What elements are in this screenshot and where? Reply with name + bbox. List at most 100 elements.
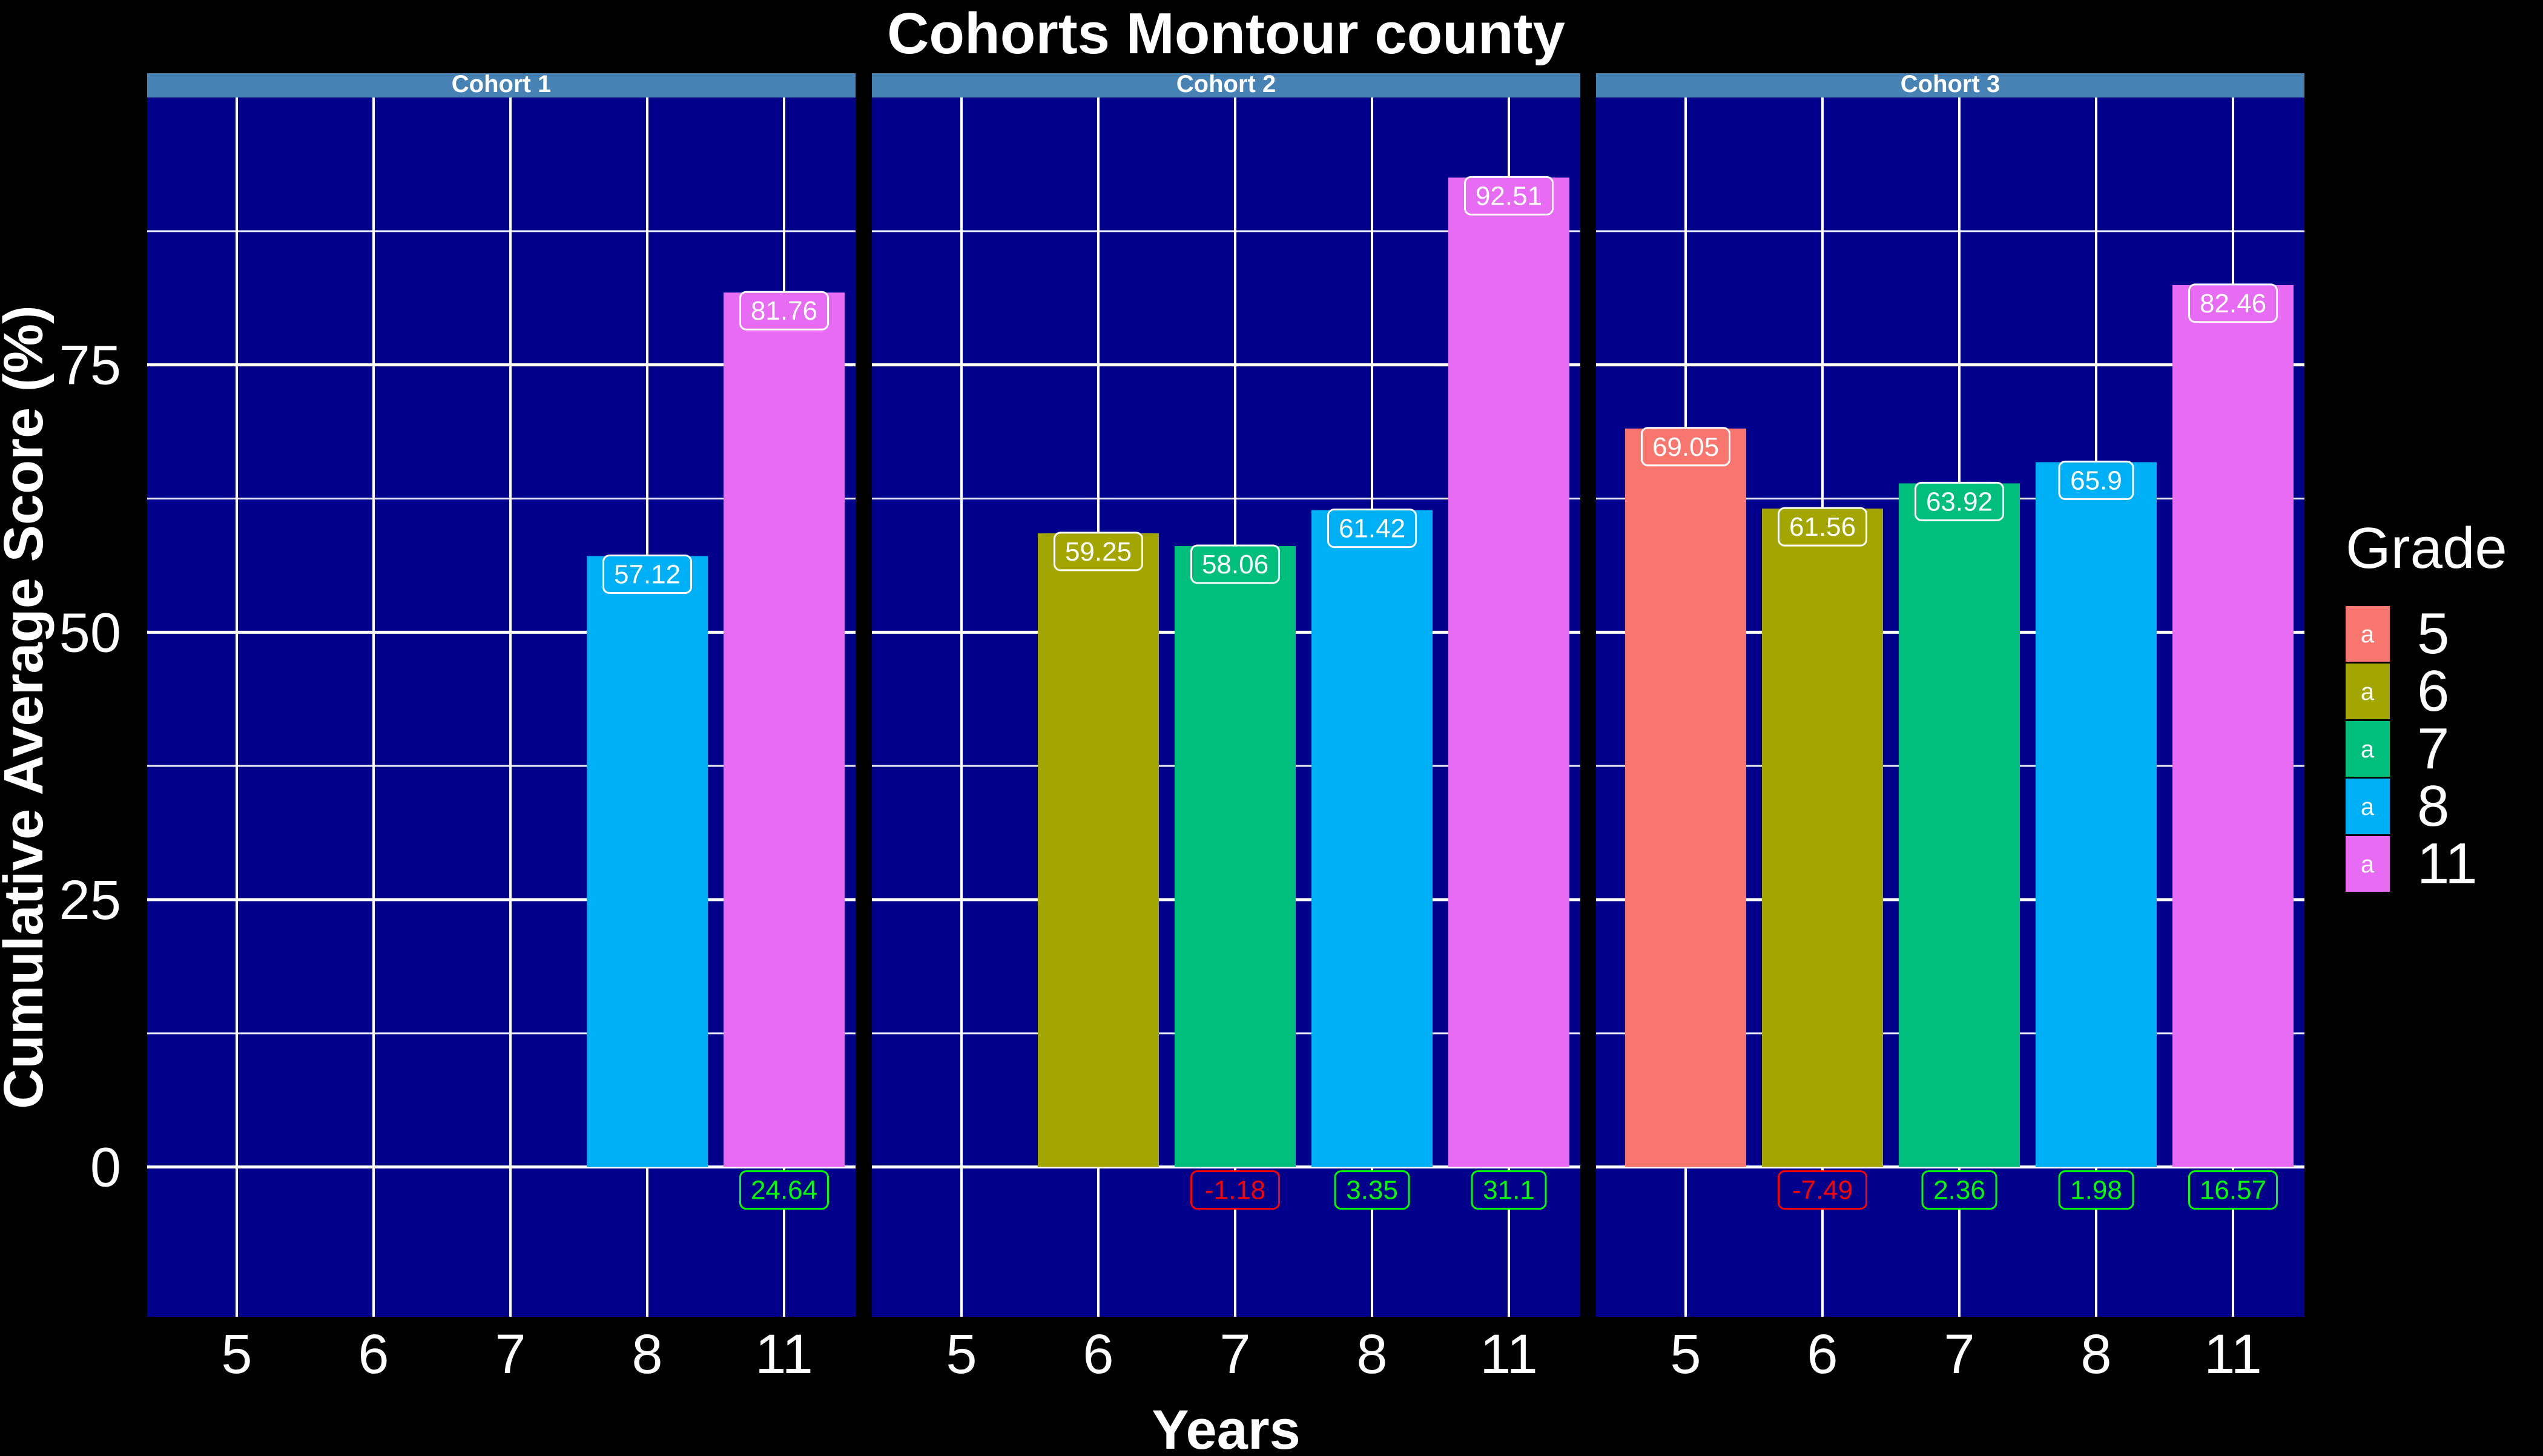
change-label-box — [2058, 1170, 2134, 1210]
bar-value-label-box — [602, 555, 692, 595]
facet-strip-3 — [1596, 73, 2304, 97]
change-label-box — [739, 1170, 829, 1210]
legend-key-8 — [2346, 779, 2390, 834]
bar-value-label: 65.9 — [2070, 466, 2122, 495]
bar-grade-5 — [1625, 428, 1746, 1167]
legend-key-glyph: a — [2361, 621, 2375, 648]
x-tick-label: 8 — [2080, 1323, 2111, 1385]
facet-panel-1: Cohort 1 5 6 7 8 11 57.12 81.76 24.64 — [147, 71, 856, 1385]
y-tick-label: 75 — [59, 335, 121, 397]
bar-grade-6 — [1038, 533, 1159, 1167]
bar-value-label: 82.46 — [2200, 289, 2266, 318]
bar-value-label-box — [739, 291, 829, 331]
bar-value-label: 81.76 — [751, 296, 817, 326]
bar-value-label: 61.56 — [1789, 512, 1856, 542]
legend-label-11: 11 — [2417, 831, 2478, 896]
bar-value-label: 58.06 — [1202, 550, 1268, 579]
facet-strip-1 — [147, 73, 856, 97]
bar-value-label: 59.25 — [1065, 537, 1132, 567]
facet-panel-2: Cohort 2 5 6 7 8 11 59.25 58.06 -1.18 61.42 3.35 92… — [872, 71, 1580, 1385]
bar-value-label-box — [1327, 509, 1417, 548]
facet-strip-2 — [872, 73, 1580, 97]
bar-value-label: 69.05 — [1652, 432, 1719, 462]
bar-grade-8 — [1311, 510, 1433, 1167]
facet-panels: Cohort 1 5 6 7 8 11 57.12 81.76 24.64 Cohort 2 5 6 7… — [147, 71, 2304, 1385]
chart-title: Cohorts Montour county — [887, 1, 1565, 66]
bar-grade-7 — [1899, 483, 2020, 1167]
change-label: -1.18 — [1205, 1176, 1265, 1205]
change-label: 1.98 — [2070, 1176, 2122, 1205]
change-label: 3.35 — [1346, 1176, 1398, 1205]
legend-label-5: 5 — [2417, 601, 2449, 666]
x-tick-label: 7 — [1219, 1323, 1250, 1385]
legend-key-glyph: a — [2361, 736, 2375, 763]
bar-value-label-box — [1915, 481, 2004, 521]
change-label-box — [1190, 1170, 1280, 1210]
change-label-box — [1921, 1170, 1997, 1210]
x-tick-label: 11 — [1480, 1323, 1538, 1385]
x-tick-label: 5 — [221, 1323, 252, 1385]
y-axis-tick-labels: 0 25 50 75 — [59, 335, 121, 1199]
legend-label-7: 7 — [2417, 716, 2449, 781]
change-label: 31.1 — [1483, 1176, 1535, 1205]
bar-grade-8 — [587, 556, 708, 1167]
bar-grade-11 — [2172, 285, 2294, 1167]
legend-key-5 — [2346, 606, 2390, 662]
change-label: 24.64 — [751, 1176, 817, 1205]
y-axis-title: Cumulative Average Score (%) — [0, 305, 54, 1109]
bar-value-label-box — [2058, 460, 2134, 500]
facet-strip-label-1: Cohort 1 — [452, 71, 551, 97]
legend-label-8: 8 — [2417, 774, 2449, 838]
bar-value-label-box — [1190, 544, 1280, 584]
legend-title: Grade — [2346, 516, 2507, 581]
bar-grade-8 — [2036, 462, 2157, 1167]
bar-value-label-box — [2188, 283, 2278, 323]
change-label-box — [2188, 1170, 2278, 1210]
facet-strip-label-3: Cohort 3 — [1901, 71, 2000, 97]
x-axis-title: Years — [1152, 1399, 1301, 1453]
x-tick-label: 7 — [1944, 1323, 1974, 1385]
change-label-box — [1334, 1170, 1410, 1210]
y-tick-label: 25 — [59, 869, 121, 931]
legend-key-glyph: a — [2361, 679, 2375, 705]
x-tick-label: 11 — [2204, 1323, 2262, 1385]
bar-value-label-box — [1054, 532, 1143, 572]
change-label: 2.36 — [1933, 1176, 1985, 1205]
bar-value-label: 61.42 — [1339, 514, 1405, 544]
facet-strip-label-2: Cohort 2 — [1176, 71, 1276, 97]
legend: Grade a 5 a 6 a 7 a 8 a 11 — [2346, 516, 2507, 896]
bar-grade-11 — [1448, 177, 1569, 1167]
bar-grade-11 — [724, 292, 845, 1167]
bar-value-label-box — [1641, 427, 1730, 467]
legend-key-glyph: a — [2361, 851, 2375, 878]
bar-grade-6 — [1762, 509, 1883, 1167]
y-tick-label: 0 — [90, 1137, 121, 1199]
change-label-box — [1471, 1170, 1547, 1210]
x-tick-label: 8 — [632, 1323, 662, 1385]
change-label-box — [1778, 1170, 1867, 1210]
x-tick-label: 8 — [1356, 1323, 1387, 1385]
x-tick-label: 11 — [755, 1323, 813, 1385]
change-label: 16.57 — [2200, 1176, 2266, 1205]
facet-panel-3: Cohort 3 5 6 7 8 11 69.05 61.56 -7.49 63.92 2.36 65… — [1596, 71, 2304, 1385]
x-tick-label: 7 — [495, 1323, 526, 1385]
change-label: -7.49 — [1792, 1176, 1853, 1205]
legend-key-6 — [2346, 664, 2390, 719]
bar-value-label-box — [1778, 507, 1867, 547]
bar-grade-7 — [1175, 545, 1296, 1167]
x-tick-label: 6 — [1083, 1323, 1113, 1385]
bar-value-label: 63.92 — [1926, 487, 1993, 516]
x-tick-label: 5 — [1670, 1323, 1701, 1385]
legend-label-6: 6 — [2417, 659, 2449, 723]
bar-value-label: 57.12 — [614, 560, 681, 590]
x-tick-label: 6 — [358, 1323, 389, 1385]
legend-key-7 — [2346, 721, 2390, 777]
y-tick-label: 50 — [59, 602, 121, 664]
x-tick-label: 5 — [946, 1323, 977, 1385]
bar-value-label: 92.51 — [1476, 181, 1542, 211]
legend-key-glyph: a — [2361, 794, 2375, 820]
x-tick-label: 6 — [1807, 1323, 1838, 1385]
bar-value-label-box — [1464, 176, 1554, 216]
